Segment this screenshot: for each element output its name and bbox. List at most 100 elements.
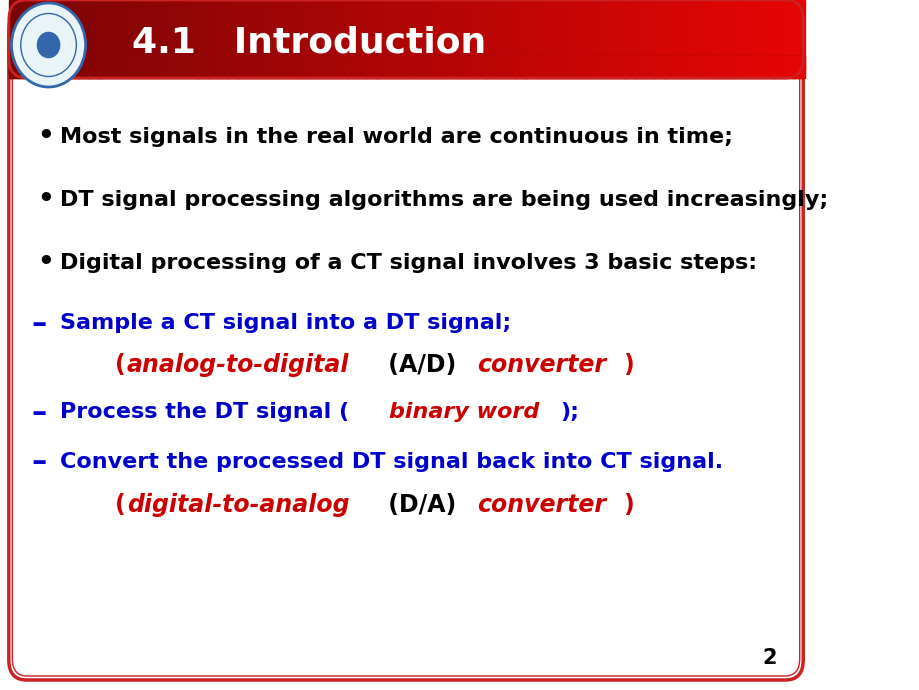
Bar bbox=[9, 0, 20, 73]
Bar bbox=[664, 56, 675, 78]
Bar bbox=[554, 56, 565, 78]
Bar bbox=[643, 56, 655, 78]
Text: –: – bbox=[31, 448, 46, 477]
Bar bbox=[415, 0, 426, 73]
Bar bbox=[475, 56, 486, 78]
Text: (D/A): (D/A) bbox=[380, 493, 464, 517]
Bar bbox=[306, 56, 318, 78]
Bar bbox=[267, 56, 278, 78]
Bar bbox=[753, 56, 764, 78]
Bar bbox=[584, 0, 596, 73]
Bar bbox=[446, 56, 457, 78]
Text: converter: converter bbox=[476, 493, 605, 517]
Bar bbox=[18, 56, 30, 78]
Bar bbox=[624, 56, 635, 78]
Bar bbox=[128, 56, 139, 78]
Bar bbox=[515, 0, 526, 73]
Bar bbox=[138, 56, 149, 78]
Bar bbox=[366, 0, 377, 73]
Text: binary word: binary word bbox=[389, 402, 539, 422]
Text: DT signal processing algorithms are being used increasingly;: DT signal processing algorithms are bein… bbox=[60, 190, 827, 210]
Bar bbox=[306, 0, 318, 73]
Bar bbox=[505, 56, 516, 78]
Bar bbox=[713, 0, 724, 73]
Bar bbox=[604, 0, 615, 73]
Bar bbox=[733, 56, 744, 78]
Bar bbox=[346, 56, 357, 78]
Bar bbox=[703, 56, 714, 78]
Bar bbox=[684, 0, 695, 73]
Bar bbox=[564, 56, 575, 78]
Text: Most signals in the real world are continuous in time;: Most signals in the real world are conti… bbox=[60, 127, 732, 147]
Bar bbox=[584, 56, 596, 78]
Bar bbox=[59, 0, 70, 73]
Bar bbox=[187, 0, 199, 73]
Bar bbox=[494, 56, 506, 78]
Bar bbox=[465, 0, 476, 73]
Bar bbox=[68, 56, 80, 78]
Bar bbox=[98, 56, 109, 78]
Bar bbox=[187, 56, 199, 78]
Text: •: • bbox=[37, 124, 54, 150]
Text: 4.1   Introduction: 4.1 Introduction bbox=[132, 25, 486, 59]
Bar bbox=[614, 56, 625, 78]
Text: Sample a CT signal into a DT signal;: Sample a CT signal into a DT signal; bbox=[60, 313, 511, 333]
Bar bbox=[39, 56, 50, 78]
Bar bbox=[39, 0, 50, 73]
Bar bbox=[455, 0, 467, 73]
Text: Digital processing of a CT signal involves 3 basic steps:: Digital processing of a CT signal involv… bbox=[60, 253, 756, 273]
Text: •: • bbox=[37, 187, 54, 213]
Bar bbox=[624, 0, 635, 73]
Text: Convert the processed DT signal back into CT signal.: Convert the processed DT signal back int… bbox=[60, 452, 722, 472]
Bar bbox=[128, 0, 139, 73]
Bar bbox=[49, 56, 60, 78]
Bar bbox=[267, 0, 278, 73]
Bar bbox=[157, 56, 169, 78]
Bar bbox=[525, 56, 536, 78]
Bar bbox=[436, 0, 447, 73]
Bar bbox=[78, 56, 89, 78]
Bar bbox=[177, 0, 188, 73]
Text: Process the DT signal (: Process the DT signal ( bbox=[60, 402, 349, 422]
Bar bbox=[494, 0, 506, 73]
Bar bbox=[525, 0, 536, 73]
Bar bbox=[733, 0, 744, 73]
Bar bbox=[217, 0, 228, 73]
Bar bbox=[326, 0, 337, 73]
Bar bbox=[138, 0, 149, 73]
Bar bbox=[366, 56, 377, 78]
Circle shape bbox=[38, 32, 60, 57]
Bar bbox=[118, 56, 130, 78]
Text: (: ( bbox=[115, 493, 125, 517]
Bar bbox=[247, 56, 258, 78]
Text: );: ); bbox=[560, 402, 579, 422]
Bar bbox=[237, 56, 248, 78]
Bar bbox=[614, 0, 625, 73]
Bar bbox=[256, 56, 268, 78]
Bar bbox=[743, 56, 754, 78]
Bar bbox=[287, 0, 298, 73]
Bar bbox=[674, 0, 685, 73]
Bar bbox=[49, 0, 60, 73]
Bar bbox=[108, 0, 119, 73]
Text: (A/D): (A/D) bbox=[380, 353, 464, 377]
Bar bbox=[743, 0, 754, 73]
Bar bbox=[198, 0, 209, 73]
Bar bbox=[405, 56, 417, 78]
Bar bbox=[297, 56, 308, 78]
Bar bbox=[177, 56, 188, 78]
Bar bbox=[792, 56, 804, 78]
Bar bbox=[693, 0, 705, 73]
Bar bbox=[554, 0, 565, 73]
Bar bbox=[713, 56, 724, 78]
Bar bbox=[723, 56, 734, 78]
Bar bbox=[703, 0, 714, 73]
Bar bbox=[78, 0, 89, 73]
Bar bbox=[336, 56, 347, 78]
Text: •: • bbox=[37, 250, 54, 276]
Bar bbox=[782, 0, 794, 73]
Bar bbox=[148, 0, 159, 73]
Bar bbox=[594, 0, 606, 73]
Bar bbox=[664, 0, 675, 73]
Bar bbox=[98, 0, 109, 73]
